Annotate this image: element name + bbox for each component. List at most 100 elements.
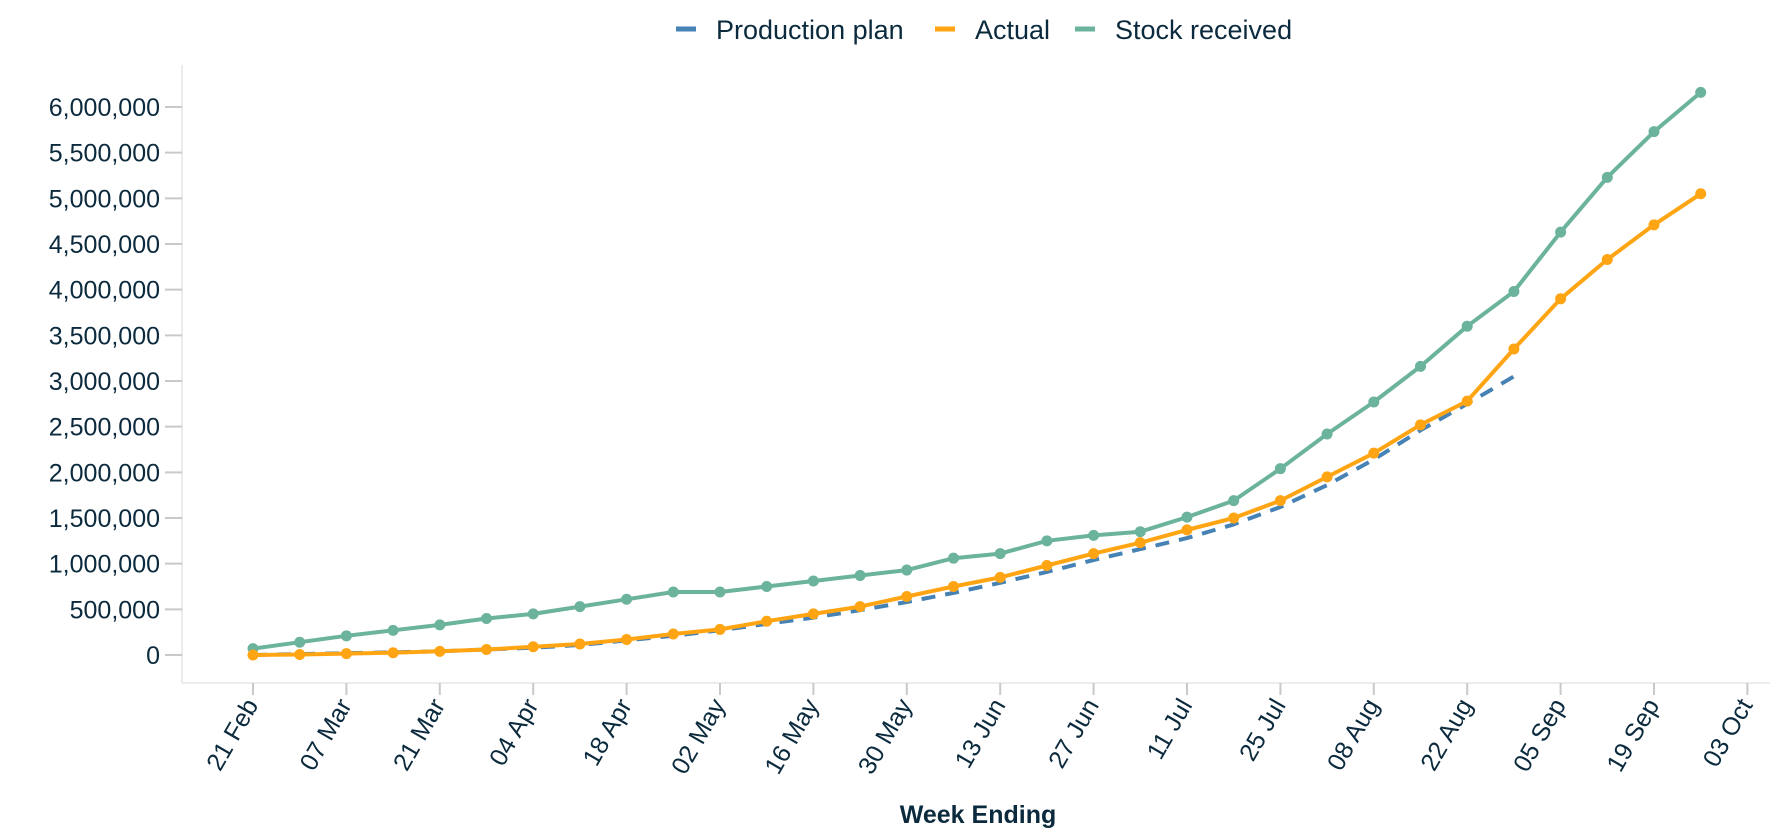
- x-tick-label: 22 Aug: [1415, 694, 1478, 775]
- data-point-actual: [574, 638, 586, 650]
- data-point-stock-received: [667, 586, 679, 598]
- x-tick-label: 04 Apr: [484, 694, 544, 771]
- y-tick-label: 2,000,000: [49, 459, 160, 487]
- x-tick-label: 18 Apr: [577, 694, 637, 771]
- y-tick-label: 500,000: [70, 596, 160, 624]
- data-point-actual: [1134, 537, 1146, 549]
- data-point-actual: [387, 647, 399, 659]
- y-axis: 0 500,000 1,000,000 1,500,000 2,000,000 2,500…: [49, 65, 183, 683]
- data-point-stock-received: [1695, 86, 1707, 98]
- x-tick-label: 30 May: [853, 694, 918, 779]
- plot-area: [247, 86, 1707, 661]
- legend-label-production-plan: Production plan: [716, 15, 904, 45]
- data-point-stock-received: [1648, 126, 1660, 138]
- data-point-stock-received: [1368, 396, 1380, 408]
- y-tick-label: 6,000,000: [49, 94, 160, 122]
- data-point-actual: [1088, 548, 1100, 560]
- legend: Production plan Actual Stock received: [676, 15, 1292, 45]
- data-point-stock-received: [1274, 463, 1286, 475]
- data-point-actual: [948, 581, 959, 592]
- data-point-actual: [1041, 559, 1053, 571]
- data-point-stock-received: [901, 564, 913, 576]
- data-point-stock-received: [854, 570, 866, 582]
- data-point-actual: [1601, 254, 1613, 266]
- data-point-actual: [294, 649, 306, 661]
- data-point-stock-received: [1134, 526, 1146, 538]
- y-tick-label: 5,000,000: [49, 185, 160, 213]
- y-tick-label: 2,500,000: [49, 414, 160, 442]
- data-point-stock-received: [1181, 511, 1193, 523]
- data-point-actual: [434, 645, 446, 657]
- x-tick-label: 11 Jul: [1142, 694, 1199, 764]
- x-tick-label: 25 Jul: [1234, 694, 1292, 766]
- x-tick-label: 19 Sep: [1601, 694, 1665, 777]
- x-axis-title: Week Ending: [900, 801, 1057, 829]
- data-point-stock-received: [1088, 529, 1100, 541]
- y-tick-label: 3,500,000: [49, 322, 160, 350]
- data-point-actual: [901, 591, 913, 603]
- y-tick-label: 0: [146, 642, 160, 670]
- y-tick-label: 1,000,000: [49, 551, 160, 579]
- data-point-stock-received: [994, 548, 1006, 560]
- data-point-actual: [1321, 471, 1333, 483]
- y-tick-label: 1,500,000: [49, 505, 160, 533]
- data-point-stock-received: [294, 636, 306, 648]
- data-point-stock-received: [527, 608, 539, 620]
- data-point-stock-received: [1461, 320, 1473, 332]
- data-point-stock-received: [1321, 428, 1333, 440]
- data-point-stock-received: [1601, 171, 1613, 183]
- data-point-stock-received: [574, 601, 586, 613]
- series-actual: [247, 188, 1707, 661]
- y-tick-label: 3,000,000: [49, 368, 160, 396]
- data-point-actual: [1461, 395, 1473, 407]
- data-point-stock-received: [1041, 535, 1053, 547]
- data-point-actual: [527, 641, 539, 653]
- series-line-production-plan: [252, 374, 1515, 657]
- data-point-actual: [1555, 293, 1567, 305]
- data-point-actual: [247, 649, 259, 661]
- data-point-actual: [807, 608, 819, 620]
- data-point-stock-received: [1555, 226, 1567, 238]
- data-point-actual: [994, 571, 1006, 583]
- x-tick-label: 05 Sep: [1508, 694, 1572, 777]
- data-point-stock-received: [387, 624, 399, 636]
- series-line-stock-received: [252, 90, 1702, 651]
- data-point-actual: [340, 648, 352, 660]
- x-tick-label: 16 May: [759, 694, 824, 779]
- x-tick-label: 07 Mar: [294, 694, 357, 775]
- data-point-stock-received: [807, 575, 819, 587]
- data-point-actual: [1648, 219, 1660, 231]
- series-line-actual: [252, 192, 1702, 657]
- data-point-actual: [761, 615, 773, 627]
- data-point-stock-received: [434, 619, 446, 631]
- data-point-actual: [854, 601, 866, 613]
- data-point-actual: [714, 623, 726, 635]
- x-tick-label: 03 Oct: [1698, 694, 1759, 772]
- x-tick-label: 21 Mar: [388, 694, 451, 775]
- data-point-actual: [481, 644, 492, 656]
- series-stock-received: [247, 86, 1707, 655]
- x-tick-label: 27 Jun: [1043, 694, 1105, 773]
- data-point-actual: [1508, 343, 1520, 355]
- y-tick-label: 5,500,000: [49, 140, 160, 168]
- data-point-stock-received: [1228, 495, 1240, 507]
- data-point-actual: [667, 628, 679, 640]
- data-point-actual: [1274, 495, 1286, 507]
- data-point-stock-received: [1415, 360, 1426, 372]
- x-tick-label: 21 Feb: [201, 694, 264, 775]
- data-point-stock-received: [481, 612, 492, 624]
- data-point-actual: [621, 633, 633, 645]
- x-tick-label: 02 May: [666, 694, 731, 779]
- series-production-plan: [252, 374, 1515, 657]
- legend-label-actual: Actual: [975, 15, 1050, 45]
- data-point-stock-received: [948, 552, 959, 564]
- data-point-actual: [1368, 447, 1380, 459]
- data-point-actual: [1181, 524, 1193, 536]
- data-point-stock-received: [621, 593, 633, 605]
- data-point-actual: [1228, 512, 1240, 524]
- x-axis: 21 Feb 07 Mar 21 Mar 04 Apr 18 Apr 02 May 16 M…: [182, 682, 1770, 779]
- legend-label-stock-received: Stock received: [1115, 15, 1292, 45]
- data-point-stock-received: [761, 581, 773, 592]
